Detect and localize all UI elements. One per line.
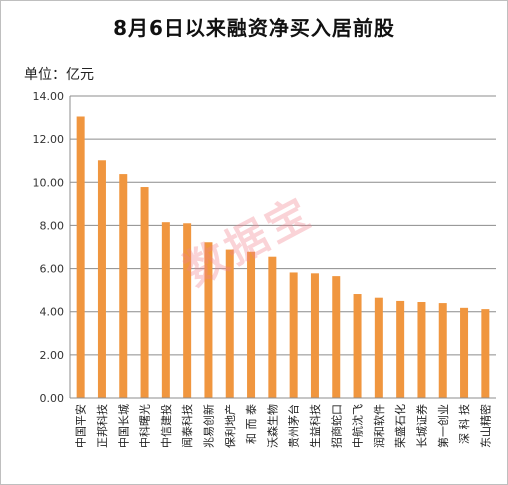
x-category-label: 荣盛石化 [393,404,407,448]
bar [332,276,341,398]
x-category-label: 中国长城 [117,404,130,448]
bar [310,273,319,398]
y-tick-label: 12.00 [33,133,65,146]
bar [161,222,170,398]
bar [353,294,362,398]
x-category-label: 深 科 技 [457,404,471,444]
y-tick-label: 8.00 [40,219,65,232]
x-category-label: 长城证券 [414,404,428,448]
bar [183,223,192,398]
x-axis-categories: 中国平安 正邦科技 中国长城 中科曙光 中信建投 闻泰科技 兆易创新 保利地产和 而 泰沃森生… [74,404,493,448]
bar [140,187,149,398]
y-tick-label: 10.00 [33,176,65,189]
x-category-label: 和 而 泰 [244,404,258,444]
bar [204,242,213,398]
x-category-label: 中国平安 [74,404,88,448]
x-category-label: 闻泰科技 [180,404,194,448]
bar [225,249,234,398]
bar [374,297,383,398]
x-category-label: 中科曙光 [138,404,152,448]
bar [97,160,106,398]
unit-label: 单位：亿元 [24,67,94,83]
y-axis-ticks: 0.00 2.00 4.00 6.00 8.00 10.00 12.00 14.00 [33,90,65,405]
x-category-label: 兆易创新 [201,404,215,448]
x-category-label: 润和软件 [372,404,386,448]
bar [289,272,298,398]
bar [119,174,128,398]
x-category-label: 中信建投 [159,404,173,448]
bar [247,251,256,398]
y-tick-label: 6.00 [40,263,65,276]
bar [76,116,85,398]
bar [438,303,447,398]
x-category-label: 正邦科技 [95,404,109,448]
x-category-label: 第一创业 [436,404,450,448]
x-category-label: 贵州茅台 [287,404,301,448]
y-tick-label: 4.00 [40,306,65,319]
x-category-label: 东山精密 [478,404,492,448]
bar [460,307,469,398]
bars [76,116,490,398]
x-category-label: 招商蛇口 [329,404,343,448]
bar [268,256,277,398]
bar [417,302,426,398]
y-tick-label: 0.00 [40,392,65,405]
x-category-label: 中航沈飞 [351,404,365,448]
bar [481,309,490,398]
chart-title: 8月6日以来融资净买入居前股 [113,16,395,40]
y-tick-label: 2.00 [40,349,65,362]
bar [396,300,405,398]
x-category-label: 沃森生物 [265,404,279,448]
x-category-label: 生益科技 [308,404,322,448]
x-category-label: 保利地产 [223,404,237,448]
y-tick-label: 14.00 [33,90,65,103]
